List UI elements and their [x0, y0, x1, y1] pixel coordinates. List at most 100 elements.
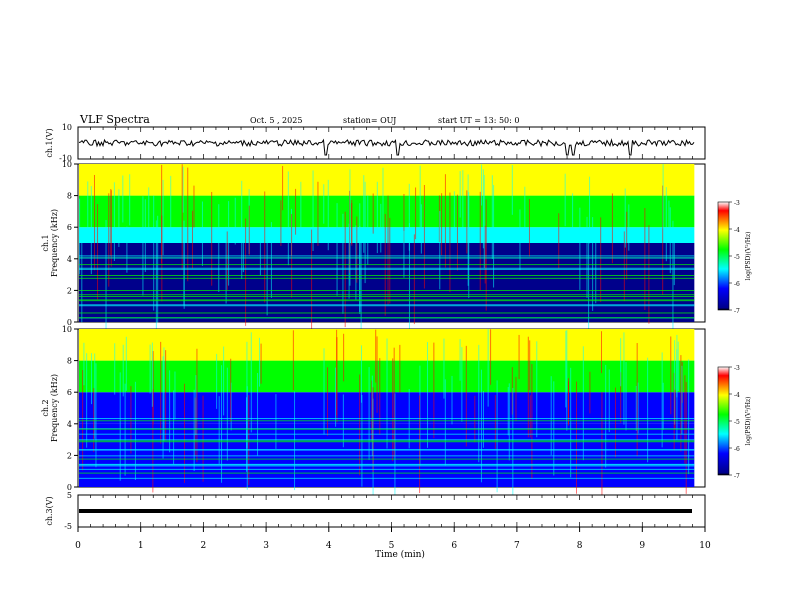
spectrogram-streak	[439, 210, 441, 290]
spectrogram-streak	[125, 336, 127, 391]
colorbar-tick-label: -4	[734, 392, 740, 399]
spectrogram-streak	[152, 351, 154, 425]
spectrogram-streak	[162, 356, 164, 459]
spectrogram-streak	[487, 329, 489, 407]
spectrogram-streak	[459, 171, 461, 218]
spectrogram-streak	[570, 367, 572, 478]
spectrogram-line	[79, 317, 695, 319]
spectrogram-streak	[518, 334, 520, 380]
time-tick-label: 4	[326, 541, 332, 551]
spectrogram-streak	[266, 228, 268, 316]
spectrogram-streak	[211, 191, 213, 286]
spectrogram-streak	[623, 231, 625, 302]
spectrogram-streak	[668, 200, 670, 243]
colorbar-tick-label: -6	[734, 281, 740, 288]
spectrogram-streak	[122, 175, 124, 223]
spectrogram-line	[79, 294, 695, 296]
spectrogram-streak	[441, 193, 443, 256]
spectrogram-streak	[359, 374, 361, 476]
spectrogram-streak	[600, 217, 602, 302]
colorbar-tick-label: -5	[734, 254, 740, 261]
spectrogram-streak	[465, 345, 467, 447]
spectrogram-streak	[349, 169, 351, 286]
spectrogram-streak	[665, 187, 667, 262]
spectrogram-streak	[246, 341, 248, 449]
spectrogram-streak	[323, 348, 325, 435]
station-label: station= OUJ	[343, 116, 396, 125]
spectrogram-line	[79, 289, 695, 291]
ch2-spectrogram-yticks: 0 2 4 6 8 10	[62, 325, 78, 492]
freq-tick-label: 6	[67, 388, 72, 397]
spectrogram-streak	[512, 387, 514, 504]
spectrogram-streak	[130, 386, 132, 454]
spectrogram-streak	[379, 358, 381, 435]
spectrogram-streak	[360, 345, 362, 403]
colorbar-tick-label: -7	[734, 473, 740, 480]
spectrogram-streak	[221, 365, 223, 483]
spectrogram-streak	[628, 204, 630, 251]
spectrogram-streak	[216, 353, 218, 409]
ch3-ytick-top: 5	[67, 491, 72, 500]
ch1-colorbar: -3 -4 -5 -6 -7 log(PSD)(V²/Hz)	[717, 200, 752, 315]
time-tick-label: 6	[451, 541, 457, 551]
spectrogram-streak	[528, 198, 530, 257]
spectrogram-streak	[142, 196, 144, 296]
spectrogram-streak	[527, 336, 529, 438]
spectrogram-streak	[647, 357, 649, 463]
spectrogram-streak	[193, 185, 195, 228]
freq-tick-label: 0	[67, 318, 72, 327]
spectrogram-line	[79, 277, 695, 279]
spectrogram-line	[79, 268, 695, 270]
spectrogram-streak	[459, 339, 461, 381]
colorbar-tick-label: -3	[734, 365, 740, 372]
spectrogram-streak	[234, 197, 236, 245]
spectrogram-streak	[242, 232, 244, 273]
spectrogram-streak	[419, 395, 421, 494]
spectrogram-streak	[151, 342, 153, 407]
spectrogram-streak	[97, 204, 99, 300]
spectrogram-streak	[260, 343, 262, 384]
spectrogram-streak	[389, 217, 391, 304]
spectrogram-streak	[408, 183, 410, 251]
spectrogram-streak	[372, 193, 374, 234]
spectrogram-line	[79, 299, 695, 301]
spectrogram-line	[79, 264, 695, 266]
spectrogram-streak	[218, 396, 220, 464]
time-tick-label: 0	[75, 541, 81, 551]
spectrogram-streak	[153, 195, 155, 311]
ch3-waveform-ticks	[77, 495, 706, 527]
spectrogram-streak	[368, 367, 370, 461]
spectrogram-line	[79, 305, 695, 307]
spectrogram-streak	[336, 203, 338, 296]
spectrogram-streak	[317, 181, 319, 246]
spectrogram-streak	[620, 372, 622, 423]
ch1-ytick-top: 10	[62, 123, 72, 132]
spectrogram-streak	[576, 381, 578, 494]
spectrogram-streak	[565, 330, 567, 408]
spectrogram-streak	[636, 343, 638, 457]
spectrogram-streak	[614, 387, 616, 458]
spectrogram-streak	[564, 173, 566, 227]
spectrogram-streak	[376, 336, 378, 413]
spectrogram-line	[79, 468, 695, 470]
ch2-spectrogram-ylabel-channel: ch.2	[41, 399, 50, 416]
spectrogram-streak	[479, 191, 481, 291]
spectrogram-streak	[592, 217, 594, 311]
spectrogram-streak	[241, 180, 243, 280]
spectrogram-streak	[323, 184, 325, 224]
spectrogram-streak	[672, 220, 674, 334]
spectrogram-line	[79, 296, 695, 298]
spectrogram-streak	[382, 167, 384, 230]
colorbar-tick-label: -6	[734, 446, 740, 453]
spectrogram-streak	[677, 341, 679, 391]
spectrogram-streak	[245, 218, 247, 326]
spectrogram-streak	[327, 179, 329, 251]
spectrogram-streak	[343, 333, 345, 382]
spectrogram-streak	[194, 397, 196, 456]
spectrogram-streak	[113, 182, 115, 261]
spectrogram-streak	[287, 171, 289, 266]
colorbar-scale	[717, 366, 730, 476]
colorbar-tick-label: -4	[734, 227, 740, 234]
freq-tick-label: 4	[67, 420, 72, 429]
